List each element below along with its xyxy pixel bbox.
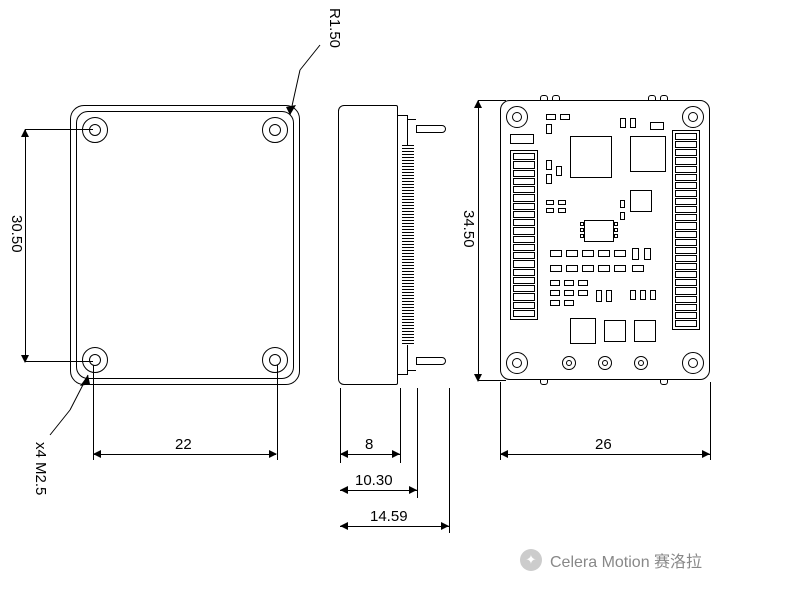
mount-hole — [82, 117, 108, 143]
pcb-hole — [506, 352, 528, 374]
view-side — [338, 105, 448, 395]
connector-left — [510, 150, 538, 320]
dim-top-width: 22 — [175, 436, 192, 453]
callout-holes: x4 M2.5 — [32, 442, 49, 495]
calibrate-icon — [630, 190, 652, 212]
dim-pcb-height: 34.50 — [460, 210, 477, 248]
dim-pcb-width: 26 — [595, 436, 612, 453]
view-top — [70, 105, 300, 385]
view-pcb — [500, 100, 710, 380]
leader-holes — [40, 370, 110, 450]
drawing-canvas: 30.50 22 R1.50 x4 M2.5 8 — [0, 0, 791, 597]
branding: ✦ Celera Motion 赛洛拉 — [520, 548, 702, 572]
branding-text: Celera Motion 赛洛拉 — [550, 548, 702, 572]
dim-side-3: 14.59 — [370, 508, 408, 525]
chip — [570, 136, 612, 178]
connector-right — [672, 130, 700, 330]
chip — [630, 136, 666, 172]
pcb-hole — [682, 106, 704, 128]
dim-top-height: 30.50 — [8, 215, 25, 253]
pcb-hole — [506, 106, 528, 128]
pcb-hole — [682, 352, 704, 374]
mount-hole — [262, 347, 288, 373]
wechat-icon: ✦ — [520, 549, 542, 571]
dim-side-2: 10.30 — [355, 472, 393, 489]
dim-side-1: 8 — [365, 436, 373, 453]
callout-radius: R1.50 — [326, 8, 343, 48]
